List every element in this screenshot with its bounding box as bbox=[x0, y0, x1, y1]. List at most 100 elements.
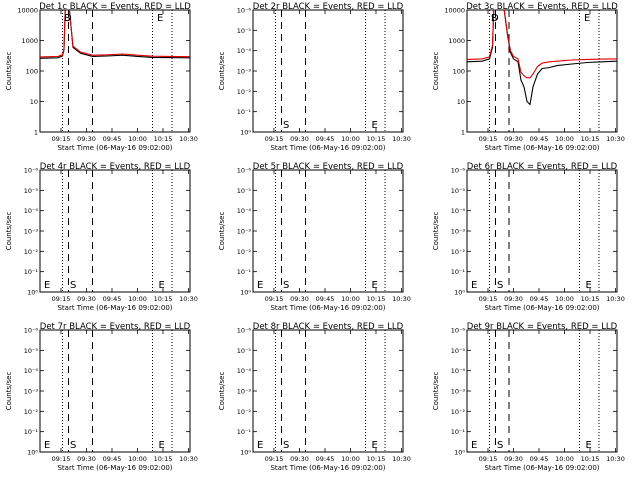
marker-s-label: S bbox=[283, 120, 289, 131]
marker-e-label: E bbox=[584, 13, 590, 24]
x-axis-label: Start Time (06-May-16 09:02:00) bbox=[270, 144, 385, 152]
x-tick-label: 10:00 bbox=[341, 455, 360, 463]
chart-panel-9: Det 9r BLACK = Events, RED = LLD Counts/s… bbox=[432, 322, 625, 472]
chart-title: Det 7r BLACK = Events, RED = LLD bbox=[40, 322, 191, 332]
x-tick-label: 09:30 bbox=[77, 135, 96, 143]
marker-s-label: S bbox=[70, 280, 76, 291]
marker-e-label: E bbox=[159, 280, 165, 291]
chart-title: Det 5r BLACK = Events, RED = LLD bbox=[253, 162, 404, 172]
y-tick-label: 10⁻² bbox=[237, 88, 252, 96]
marker-d-label: E bbox=[257, 440, 263, 451]
y-tick-label: 10⁻³ bbox=[24, 228, 39, 236]
x-tick-label: 09:45 bbox=[103, 135, 122, 143]
y-tick-label: 10⁻⁵ bbox=[237, 347, 252, 355]
y-tick-label: 10⁻⁵ bbox=[237, 187, 252, 195]
y-tick-label: 10⁰ bbox=[240, 449, 251, 457]
y-tick-label: 10⁻² bbox=[237, 248, 252, 256]
y-axis-label: Counts/sec bbox=[5, 372, 13, 411]
x-tick-label: 09:15 bbox=[479, 135, 498, 143]
y-tick-label: 10⁻⁵ bbox=[451, 347, 466, 355]
marker-d-label: E bbox=[257, 280, 263, 291]
y-tick-label: 10⁻⁴ bbox=[24, 367, 39, 375]
chart-panel-4: Det 4r BLACK = Events, RED = LLD Counts/s… bbox=[5, 162, 198, 312]
x-tick-label: 10:15 bbox=[154, 295, 173, 303]
marker-s-label: S bbox=[491, 13, 497, 24]
y-tick-label: 10⁻⁴ bbox=[451, 367, 466, 375]
chart-panel-3: Det 3c BLACK = Events, RED = LLD Counts/s… bbox=[432, 2, 625, 152]
x-tick-label: 10:30 bbox=[179, 295, 198, 303]
x-tick-label: 09:15 bbox=[265, 295, 284, 303]
series-line-lld bbox=[467, 10, 617, 79]
y-tick-label: 10⁻⁶ bbox=[237, 167, 252, 175]
x-tick-label: 09:45 bbox=[316, 455, 335, 463]
x-tick-label: 10:00 bbox=[128, 135, 147, 143]
chart-panel-7: Det 7r BLACK = Events, RED = LLD Counts/s… bbox=[5, 322, 198, 472]
x-tick-label: 10:00 bbox=[341, 295, 360, 303]
y-tick-label: 10⁰ bbox=[240, 289, 251, 297]
y-tick-label: 10⁰ bbox=[240, 129, 251, 137]
y-axis-label: Counts/sec bbox=[432, 372, 440, 411]
y-tick-label: 10⁻² bbox=[237, 408, 252, 416]
marker-s-label: S bbox=[70, 440, 76, 451]
chart-panel-2: Det 2r BLACK = Events, RED = LLD Counts/s… bbox=[218, 2, 411, 152]
x-axis-label: Start Time (06-May-16 09:02:00) bbox=[270, 464, 385, 472]
chart-panel-6: Det 6r BLACK = Events, RED = LLD Counts/s… bbox=[432, 162, 625, 312]
x-axis-label: Start Time (06-May-16 09:02:00) bbox=[57, 464, 172, 472]
x-tick-label: 10:00 bbox=[128, 455, 147, 463]
chart-panel-8: Det 8r BLACK = Events, RED = LLD Counts/s… bbox=[218, 322, 411, 472]
marker-s-label: S bbox=[497, 440, 503, 451]
y-tick-label: 10⁻⁵ bbox=[451, 187, 466, 195]
y-tick-label: 10⁻¹ bbox=[237, 428, 252, 436]
marker-d-label: D bbox=[64, 13, 72, 24]
y-tick-label: 10⁻⁶ bbox=[451, 327, 466, 335]
x-axis-label: Start Time (06-May-16 09:02:00) bbox=[484, 144, 599, 152]
y-tick-label: 10⁻³ bbox=[451, 228, 466, 236]
y-tick-label: 10⁻⁶ bbox=[237, 327, 252, 335]
y-tick-label: 10⁻⁴ bbox=[451, 207, 466, 215]
y-axis-label: Counts/sec bbox=[432, 52, 440, 91]
y-tick-label: 10⁻⁴ bbox=[237, 47, 252, 55]
y-tick-label: 10000 bbox=[17, 7, 38, 15]
y-tick-label: 10⁻¹ bbox=[24, 428, 39, 436]
marker-d-label: E bbox=[471, 280, 477, 291]
y-tick-label: 10⁻¹ bbox=[237, 108, 252, 116]
x-axis-label: Start Time (06-May-16 09:02:00) bbox=[270, 304, 385, 312]
y-tick-label: 10⁻³ bbox=[237, 388, 252, 396]
x-tick-label: 09:30 bbox=[77, 455, 96, 463]
x-axis-label: Start Time (06-May-16 09:02:00) bbox=[484, 464, 599, 472]
x-tick-label: 09:15 bbox=[479, 295, 498, 303]
marker-s-label: S bbox=[64, 13, 70, 24]
chart-title: Det 3c BLACK = Events, RED = LLD bbox=[466, 2, 618, 12]
x-tick-label: 10:00 bbox=[555, 295, 574, 303]
y-tick-label: 10000 bbox=[444, 7, 465, 15]
marker-e-label: E bbox=[372, 120, 378, 131]
x-tick-label: 10:30 bbox=[179, 455, 198, 463]
x-tick-label: 10:00 bbox=[341, 135, 360, 143]
y-tick-label: 100 bbox=[453, 68, 465, 76]
x-tick-label: 10:30 bbox=[392, 455, 411, 463]
y-tick-label: 10⁻³ bbox=[451, 388, 466, 396]
y-tick-label: 10⁻¹ bbox=[24, 268, 39, 276]
x-tick-label: 09:15 bbox=[52, 455, 71, 463]
y-tick-label: 10⁻² bbox=[451, 408, 466, 416]
y-tick-label: 10⁻⁵ bbox=[24, 187, 39, 195]
chart-title: Det 4r BLACK = Events, RED = LLD bbox=[40, 162, 191, 172]
y-tick-label: 10 bbox=[457, 98, 465, 106]
y-axis-label: Counts/sec bbox=[218, 372, 226, 411]
x-tick-label: 10:00 bbox=[555, 455, 574, 463]
x-tick-label: 09:45 bbox=[316, 135, 335, 143]
y-tick-label: 10⁻⁴ bbox=[237, 367, 252, 375]
y-tick-label: 1 bbox=[461, 129, 465, 137]
x-tick-label: 09:45 bbox=[316, 295, 335, 303]
y-tick-label: 10⁻⁶ bbox=[237, 7, 252, 15]
y-axis-label: Counts/sec bbox=[218, 52, 226, 91]
x-tick-label: 10:15 bbox=[154, 455, 173, 463]
x-tick-label: 10:15 bbox=[367, 295, 386, 303]
x-tick-label: 10:15 bbox=[581, 135, 600, 143]
marker-d-label: E bbox=[471, 440, 477, 451]
marker-d-label: D bbox=[491, 13, 499, 24]
x-axis-label: Start Time (06-May-16 09:02:00) bbox=[57, 304, 172, 312]
y-tick-label: 10 bbox=[30, 98, 38, 106]
y-tick-label: 10⁻³ bbox=[24, 388, 39, 396]
